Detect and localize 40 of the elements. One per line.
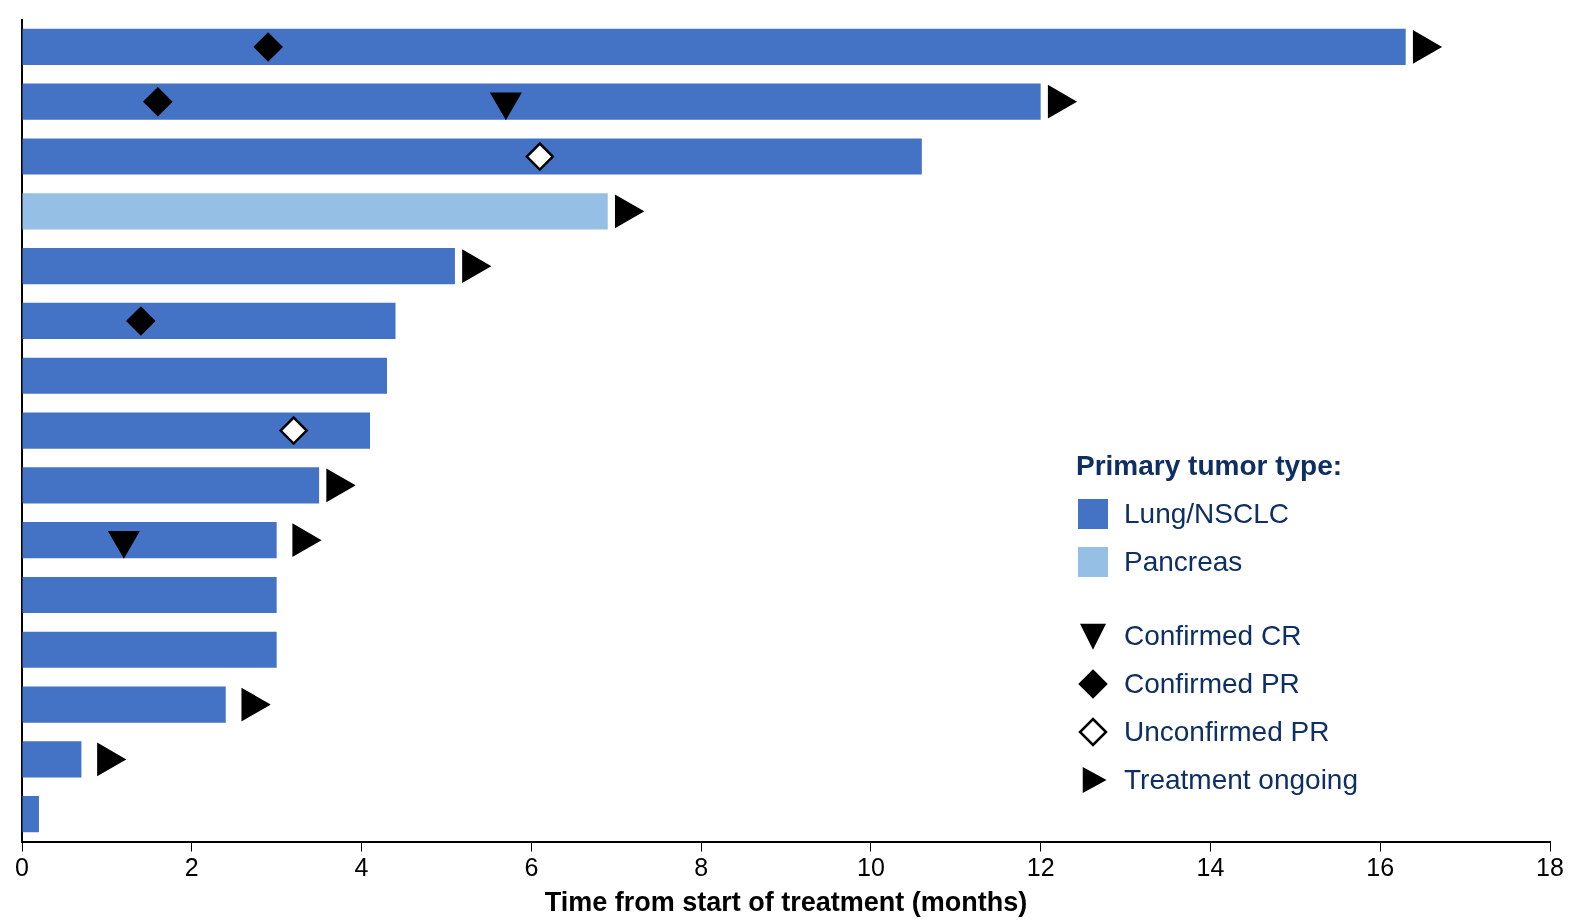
- legend-label: Confirmed CR: [1124, 620, 1302, 652]
- bar: [22, 248, 455, 285]
- x-tick-label: 12: [1026, 853, 1055, 882]
- point: [279, 416, 308, 445]
- bar: [22, 193, 608, 230]
- x-axis-title: Time from start of treatment (months): [544, 887, 1028, 918]
- legend-label: Treatment ongoing: [1124, 764, 1358, 796]
- bar: [22, 138, 922, 175]
- bar: [22, 467, 320, 504]
- legend-label: Confirmed PR: [1124, 668, 1300, 700]
- point: [143, 87, 173, 116]
- bar: [22, 302, 396, 340]
- point: [126, 306, 156, 336]
- bar: [22, 631, 277, 668]
- point: [525, 142, 555, 171]
- x-tick-label: 8: [694, 853, 709, 882]
- legend-label: Lung/NSCLC: [1124, 498, 1289, 530]
- bar: [22, 686, 226, 723]
- x-tick-label: 14: [1196, 853, 1225, 882]
- x-tick-label: 18: [1536, 853, 1564, 882]
- bar: [22, 412, 371, 449]
- x-tick-label: 10: [856, 853, 885, 882]
- legend-label: Unconfirmed PR: [1124, 716, 1330, 748]
- x-tick-label: 16: [1366, 853, 1395, 882]
- bar: [22, 83, 1041, 120]
- legend-label: Pancreas: [1124, 546, 1243, 578]
- x-tick-label: 0: [15, 853, 29, 882]
- point: [253, 32, 283, 62]
- bar: [22, 28, 1406, 65]
- point: [1412, 30, 1441, 63]
- legend-title: Primary tumor type:: [1076, 450, 1344, 482]
- bar: [22, 522, 277, 559]
- bar: [22, 357, 388, 394]
- point: [1047, 85, 1076, 118]
- bar: [22, 741, 82, 778]
- x-tick-label: 6: [524, 853, 539, 882]
- x-tick-label: 2: [184, 853, 199, 882]
- x-tick-label: 4: [354, 853, 369, 882]
- bar: [22, 576, 277, 614]
- bar: [22, 796, 39, 833]
